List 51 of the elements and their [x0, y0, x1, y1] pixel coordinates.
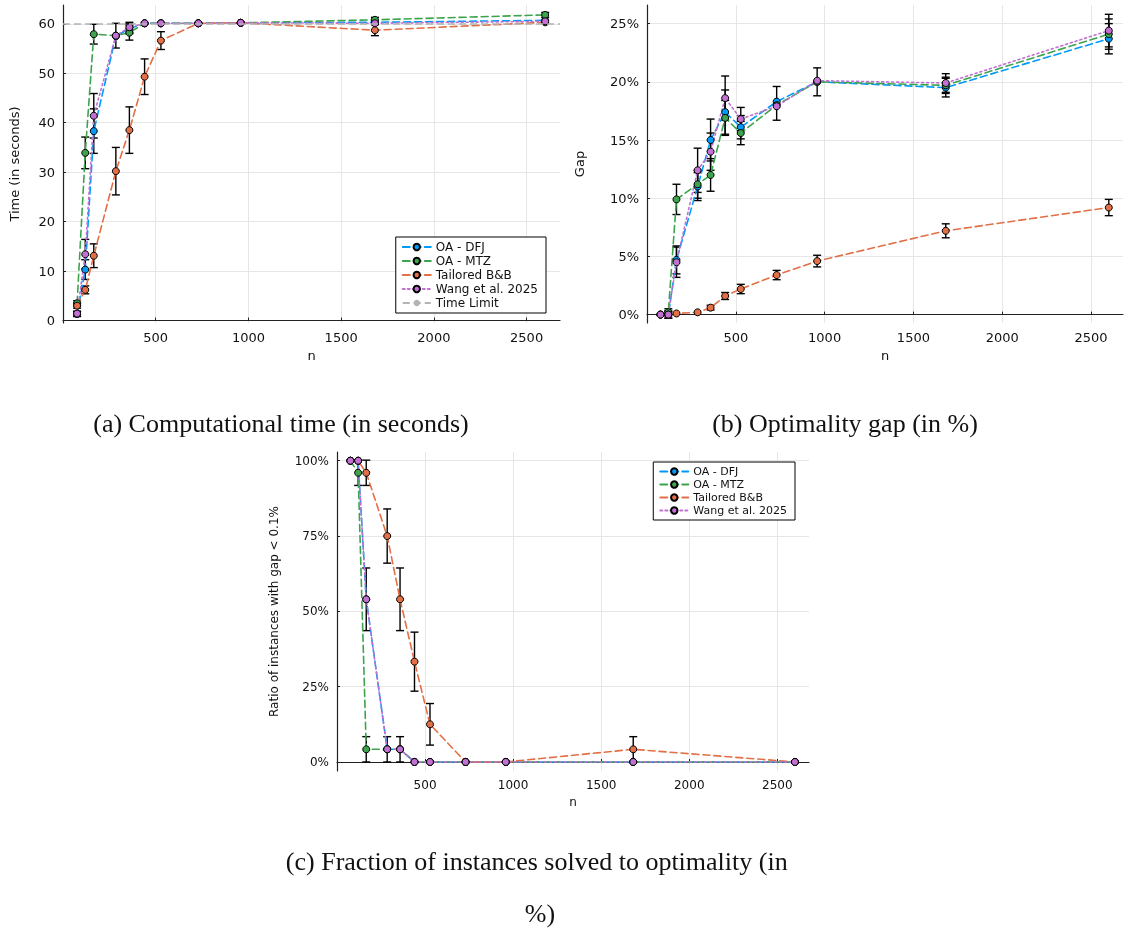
y-axis-title: Gap — [572, 150, 587, 178]
y-tick-label: 0 — [46, 313, 55, 329]
x-tick-label: 500 — [143, 330, 169, 345]
y-tick-label: 20 — [38, 214, 55, 230]
x-axis-title: n — [880, 347, 890, 363]
y-tick-label: 75% — [302, 529, 329, 544]
x-tick-label: 1500 — [324, 330, 358, 345]
legend-label: OA - DFJ — [693, 465, 739, 478]
legend-label: Tailored B&B — [692, 491, 763, 504]
x-tick-label: 1500 — [585, 778, 617, 792]
y-tick-label: 0% — [618, 307, 639, 323]
y-tick-label: 10% — [610, 190, 639, 206]
y-tick-label: 100% — [294, 453, 329, 468]
x-tick-label: 2000 — [985, 330, 1019, 345]
y-tick-label: 15% — [610, 132, 639, 148]
y-axis-title: Time (in seconds) — [7, 106, 22, 223]
text: (b) Optimality gap (in %) — [712, 408, 978, 438]
y-axis-title: Ratio of instances with gap < 0.1% — [267, 506, 281, 717]
x-tick-label: 2500 — [1074, 330, 1108, 345]
x-tick-label: 2000 — [673, 778, 705, 792]
x-tick-label: 2500 — [510, 330, 544, 345]
legend-label: Tailored B&B — [434, 268, 512, 282]
y-tick-label: 0% — [309, 754, 329, 769]
x-tick-label: 500 — [413, 778, 437, 792]
y-tick-label: 50% — [302, 604, 329, 619]
y-tick-label: 25% — [302, 679, 329, 694]
y-tick-label: 60 — [38, 16, 55, 32]
x-tick-label: 2000 — [417, 330, 451, 345]
x-tick-label: 1000 — [231, 330, 265, 345]
legend-label: OA - DFJ — [435, 240, 485, 254]
x-tick-label: 1000 — [497, 778, 529, 792]
x-tick-label: 2500 — [762, 778, 793, 792]
x-tick-label: 1500 — [896, 330, 930, 345]
x-axis-title: n — [307, 347, 316, 363]
text: (c) Fraction of instances solved to optimality (in %) — [285, 846, 795, 928]
legend-label: OA - MTZ — [435, 254, 492, 268]
y-tick-label: 10 — [38, 263, 55, 279]
x-axis-title: n — [569, 794, 577, 809]
y-tick-label: 30 — [38, 164, 55, 180]
x-tick-label: 500 — [723, 330, 749, 345]
legend-label: OA - MTZ — [693, 478, 745, 491]
x-tick-label: 1000 — [808, 330, 842, 345]
y-tick-label: 20% — [610, 74, 639, 90]
legend-label: Wang et al. 2025 — [693, 504, 788, 517]
y-tick-label: 40 — [38, 115, 55, 131]
text: (a) Computational time (in seconds) — [93, 408, 469, 438]
legend-label: Time Limit — [434, 296, 499, 310]
y-tick-label: 50 — [38, 65, 55, 81]
y-tick-label: 5% — [618, 248, 639, 264]
y-tick-label: 25% — [610, 16, 639, 32]
legend-label: Wang et al. 2025 — [435, 282, 538, 296]
